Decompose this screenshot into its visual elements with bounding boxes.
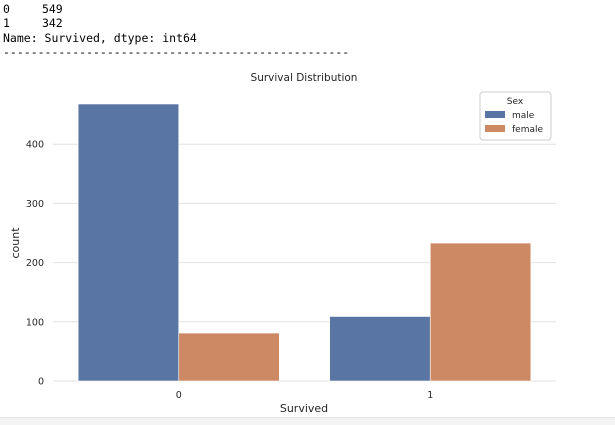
- bar-female-0: [178, 332, 280, 382]
- legend-swatch-male: [485, 111, 505, 118]
- bar-male-1: [329, 316, 431, 382]
- console-output: 0 549 1 342 Name: Survived, dtype: int64 ----…: [3, 2, 349, 59]
- console-meta: Name: Survived, dtype: int64: [3, 30, 197, 45]
- y-tick-label: 100: [26, 317, 44, 328]
- console-value: 342: [41, 16, 63, 31]
- bars: [77, 103, 532, 382]
- console-separator: ----------------------------------------…: [3, 44, 350, 59]
- console-index: 1: [3, 16, 10, 31]
- y-axis-label: count: [9, 227, 22, 259]
- y-tick-label: 200: [26, 258, 44, 269]
- y-tick-label: 400: [26, 140, 44, 151]
- panel-bottom-edge: [0, 417, 615, 425]
- y-tick-labels: 0 100 200 300 400: [26, 140, 44, 388]
- console-index: 0: [3, 2, 10, 16]
- legend-label-male: male: [512, 111, 535, 121]
- x-tick-label: 0: [176, 390, 182, 401]
- bar-male-0: [77, 103, 180, 382]
- legend-title: Sex: [507, 97, 524, 107]
- bar-female-1: [429, 242, 532, 382]
- console-value: 549: [41, 2, 63, 16]
- chart-title: Survival Distribution: [251, 72, 358, 84]
- legend-label-female: female: [512, 125, 543, 135]
- x-axis-label: Survived: [280, 402, 328, 415]
- legend-swatch-female: [485, 125, 505, 132]
- console-row: 0 549: [3, 2, 349, 16]
- console-row: 1 342: [3, 16, 349, 30]
- y-tick-label: 0: [38, 377, 44, 388]
- x-tick-label: 1: [427, 390, 433, 401]
- y-tick-label: 300: [26, 199, 44, 210]
- legend: Sex male female: [479, 91, 552, 141]
